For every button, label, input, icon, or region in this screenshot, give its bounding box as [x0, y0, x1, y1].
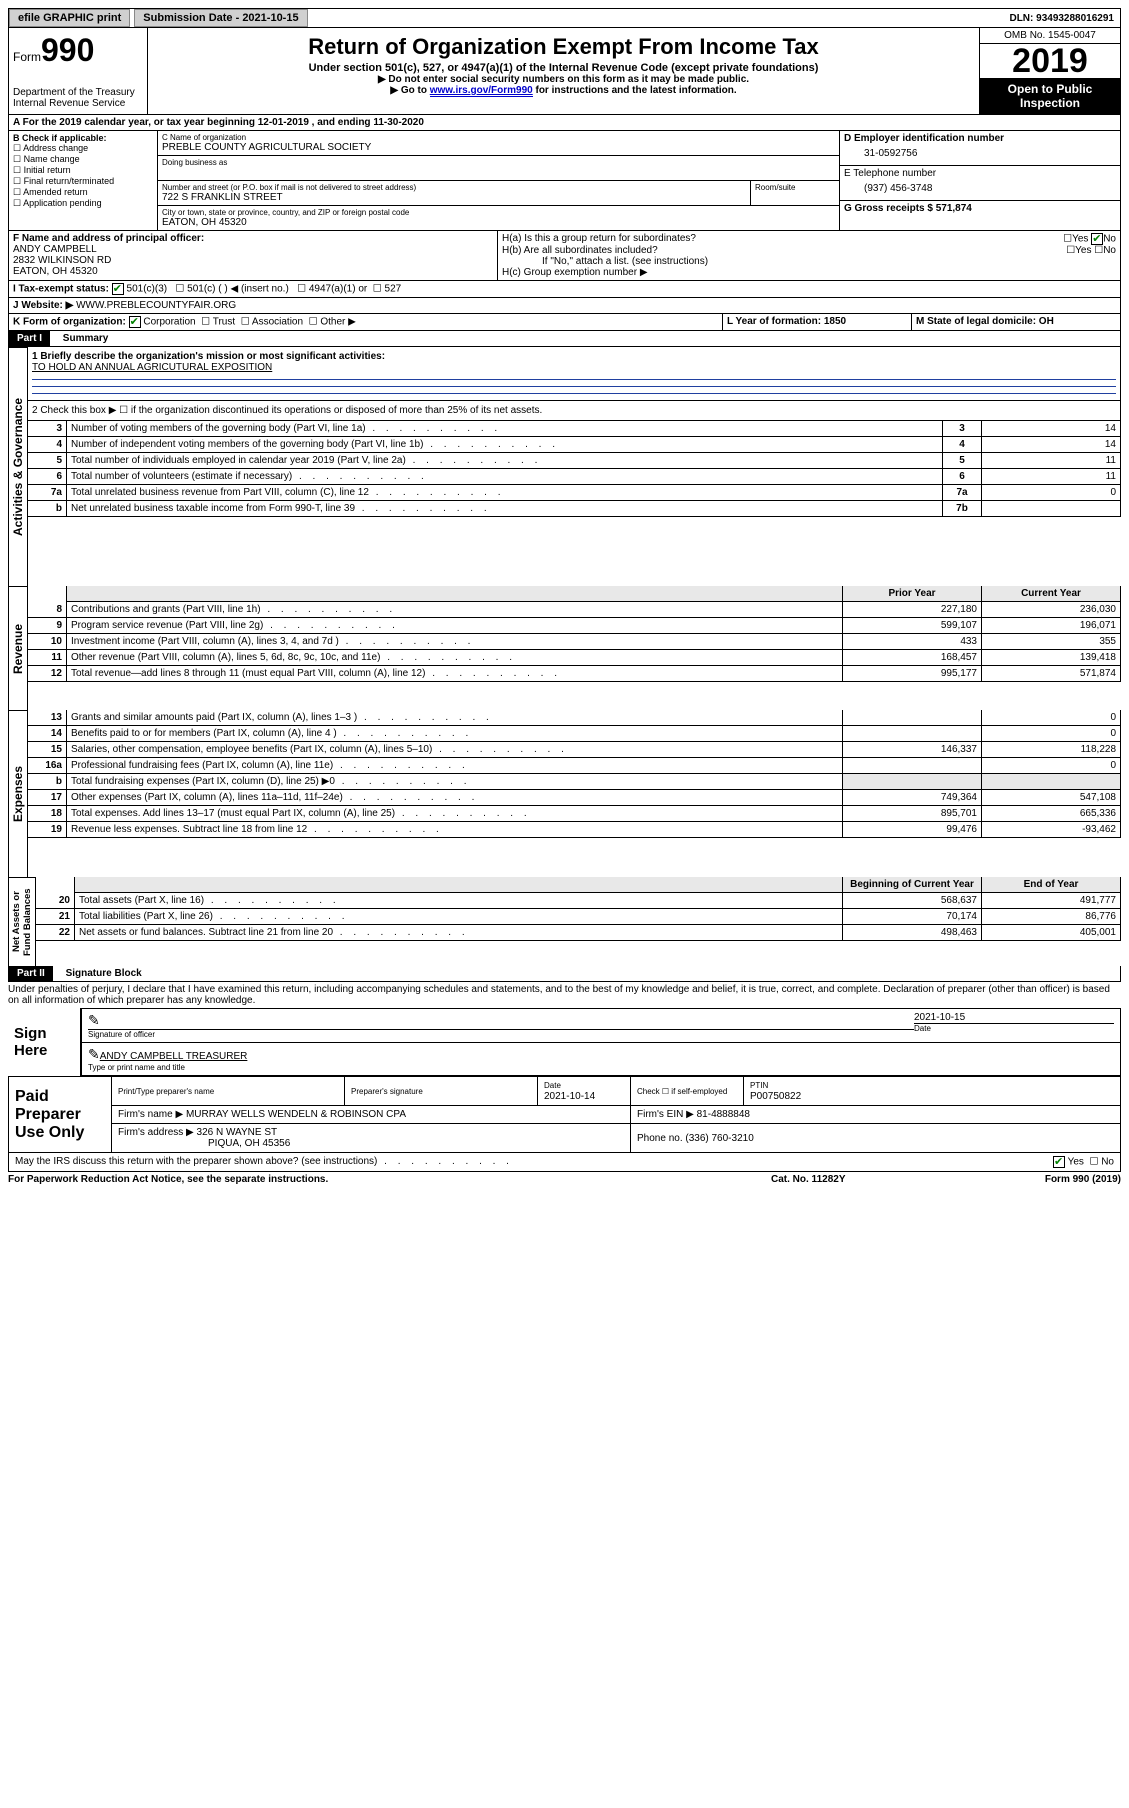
- rev-table: Prior YearCurrent Year 8Contributions an…: [28, 586, 1121, 682]
- section-bcd: B Check if applicable: ☐ Address change …: [8, 131, 1121, 231]
- mission-text: TO HOLD AN ANNUAL AGRICUTURAL EXPOSITION: [32, 362, 272, 373]
- topbar: efile GRAPHIC print Submission Date - 20…: [8, 8, 1121, 28]
- page-footer: For Paperwork Reduction Act Notice, see …: [8, 1172, 1121, 1185]
- org-address: 722 S FRANKLIN STREET: [162, 192, 746, 203]
- ein: 31-0592756: [844, 144, 1116, 163]
- section-fh: F Name and address of principal officer:…: [8, 231, 1121, 281]
- gov-sidebar: Activities & Governance: [8, 347, 28, 586]
- discuss-yes: [1053, 1156, 1065, 1168]
- website: WWW.PREBLECOUNTYFAIR.ORG: [73, 300, 236, 311]
- hno-check: [1091, 233, 1103, 245]
- dept-label: Department of the Treasury Internal Reve…: [13, 87, 143, 109]
- irs-link[interactable]: www.irs.gov/Form990: [430, 85, 533, 97]
- section-j: J Website: ▶ WWW.PREBLECOUNTYFAIR.ORG: [8, 298, 1121, 314]
- na-sidebar: Net Assets or Fund Balances: [8, 877, 36, 966]
- section-c: C Name of organization PREBLE COUNTY AGR…: [158, 131, 840, 230]
- efile-button[interactable]: efile GRAPHIC print: [9, 9, 130, 27]
- gov-table: 3Number of voting members of the governi…: [28, 421, 1121, 517]
- line-a: A For the 2019 calendar year, or tax yea…: [8, 115, 1121, 131]
- section-f: F Name and address of principal officer:…: [9, 231, 498, 280]
- form-number: Form990: [13, 32, 143, 69]
- na-table: Beginning of Current YearEnd of Year 20T…: [36, 877, 1121, 941]
- submission-date-button[interactable]: Submission Date - 2021-10-15: [134, 9, 307, 27]
- paid-preparer-table: Paid Preparer Use Only Print/Type prepar…: [8, 1076, 1121, 1153]
- org-name: PREBLE COUNTY AGRICULTURAL SOCIETY: [162, 142, 835, 153]
- form-header: Form990 Department of the Treasury Inter…: [8, 28, 1121, 115]
- sign-here-table: Sign Here ✎ Signature of officer 2021-10…: [8, 1008, 1121, 1076]
- form-title: Return of Organization Exempt From Incom…: [156, 34, 971, 60]
- section-b: B Check if applicable: ☐ Address change …: [9, 131, 158, 230]
- public-inspect: Open to Public Inspection: [980, 78, 1120, 114]
- telephone: (937) 456-3748: [844, 179, 1116, 198]
- section-i: I Tax-exempt status: 501(c)(3) ☐ 501(c) …: [8, 281, 1121, 298]
- rev-sidebar: Revenue: [8, 586, 28, 710]
- exp-table: 13Grants and similar amounts paid (Part …: [28, 710, 1121, 838]
- discuss-row: May the IRS discuss this return with the…: [8, 1153, 1121, 1172]
- ssn-note: ▶ Do not enter social security numbers o…: [156, 74, 971, 85]
- gross-receipts: G Gross receipts $ 571,874: [844, 203, 972, 214]
- form-subtitle: Under section 501(c), 527, or 4947(a)(1)…: [156, 62, 971, 74]
- goto-note: ▶ Go to www.irs.gov/Form990 for instruct…: [156, 85, 971, 96]
- section-klm: K Form of organization: Corporation ☐ Tr…: [8, 314, 1121, 331]
- line2: 2 Check this box ▶ ☐ if the organization…: [28, 401, 1121, 421]
- part1-header: Part I Summary: [8, 331, 1121, 347]
- org-city: EATON, OH 45320: [162, 217, 835, 228]
- section-h: H(a) Is this a group return for subordin…: [498, 231, 1120, 280]
- section-deg: D Employer identification number 31-0592…: [840, 131, 1120, 230]
- corp-check: [129, 316, 141, 328]
- dln-label: DLN: 93493288016291: [1003, 11, 1120, 26]
- 501c3-check: [112, 283, 124, 295]
- exp-sidebar: Expenses: [8, 710, 28, 877]
- perjury-text: Under penalties of perjury, I declare th…: [8, 982, 1121, 1008]
- part2-header: Part II Signature Block: [8, 966, 1121, 982]
- tax-year: 2019: [980, 44, 1120, 78]
